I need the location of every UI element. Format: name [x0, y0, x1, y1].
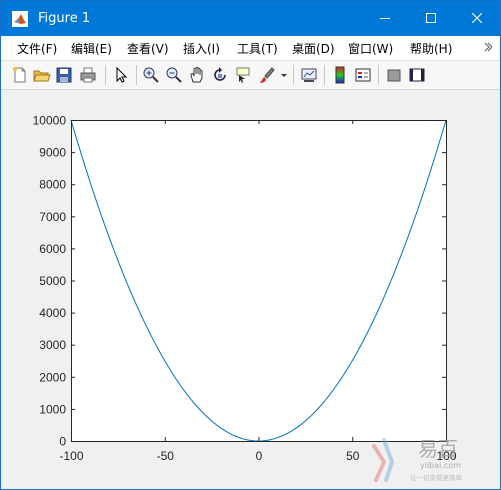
menu-edit[interactable]: 编辑(E) [71, 42, 112, 56]
window-title: Figure 1 [38, 11, 91, 26]
yiibai-logo-icon [372, 438, 395, 482]
brush-dropdown-icon[interactable] [280, 66, 288, 84]
colorbar-icon[interactable] [331, 66, 349, 84]
ticks-layer: -100 -50 0 50 100010002000300040005000600070… [33, 114, 457, 464]
pan-icon[interactable] [188, 66, 206, 84]
y-tick-label: 9000 [39, 146, 66, 160]
y-tick-label: 1000 [39, 402, 66, 416]
x-tick-label: 0 [256, 449, 263, 463]
toolbar-separator [324, 65, 325, 85]
x-tick-label: -50 [157, 449, 175, 463]
rotate-icon[interactable] [211, 66, 229, 84]
minimize-icon [380, 18, 390, 19]
x-tick-label: 50 [346, 449, 360, 463]
brush-icon[interactable] [257, 66, 275, 84]
pointer-icon[interactable] [112, 66, 130, 84]
new-figure-icon[interactable] [11, 66, 29, 84]
link-plot-icon[interactable] [300, 66, 318, 84]
x-tick-label: -100 [59, 449, 83, 463]
zoom-in-icon[interactable] [142, 66, 160, 84]
axes-background [71, 120, 446, 441]
title-bar[interactable]: Figure 1 [1, 1, 500, 36]
figure-toolbar [1, 61, 500, 90]
y-tick-label: 7000 [39, 210, 66, 224]
menu-file[interactable]: 文件(F) [17, 42, 58, 56]
yiibai-watermark: 易百 yiibai.com 让一切变得更简单 [372, 437, 463, 482]
y-tick-label: 4000 [39, 306, 66, 320]
axes-box [71, 120, 447, 442]
y-tick-label: 5000 [39, 274, 66, 288]
y-tick-label: 6000 [39, 242, 66, 256]
matlab-logo-icon [12, 11, 28, 27]
y-tick-label: 8000 [39, 178, 66, 192]
close-icon [472, 13, 482, 23]
watermark-url: yiibai.com [420, 461, 461, 470]
toolbar-separator [105, 65, 106, 85]
y-tick-label: 0 [59, 435, 66, 449]
menu-tools[interactable]: 工具(T) [237, 42, 278, 56]
zoom-out-icon[interactable] [165, 66, 183, 84]
maximize-icon [426, 13, 436, 23]
print-icon[interactable] [79, 66, 97, 84]
save-icon[interactable] [55, 66, 73, 84]
plot-canvas[interactable]: -100 -50 0 50 100010002000300040005000600070… [0, 89, 499, 488]
legend-icon[interactable] [354, 66, 372, 84]
y-tick-label: 3000 [39, 338, 66, 352]
minimize-button[interactable] [362, 1, 408, 36]
show-plot-tools-icon[interactable] [408, 66, 426, 84]
hide-plot-tools-icon[interactable] [385, 66, 403, 84]
menu-overflow-icon[interactable] [484, 42, 492, 52]
x-tick-label: 100 [436, 449, 456, 463]
watermark-brand: 易百 [418, 437, 458, 461]
toolbar-separator [293, 65, 294, 85]
menu-bar: 文件(F) 编辑(E) 查看(V) 插入(I) 工具(T) 桌面(D) 窗口(W… [1, 36, 500, 61]
y-tick-label: 2000 [39, 370, 66, 384]
menu-help[interactable]: 帮助(H) [410, 42, 453, 56]
menu-desktop[interactable]: 桌面(D) [292, 42, 335, 56]
open-file-icon[interactable] [33, 66, 51, 84]
toolbar-separator [378, 65, 379, 85]
maximize-button[interactable] [408, 1, 454, 36]
menu-view[interactable]: 查看(V) [127, 42, 169, 56]
watermark-slogan: 让一切变得更简单 [410, 473, 463, 482]
close-button[interactable] [454, 1, 500, 36]
y-tick-label: 10000 [33, 114, 67, 128]
toolbar-separator [136, 65, 137, 85]
menu-window[interactable]: 窗口(W) [348, 42, 394, 56]
data-cursor-icon[interactable] [234, 66, 252, 84]
menu-insert[interactable]: 插入(I) [183, 42, 220, 56]
